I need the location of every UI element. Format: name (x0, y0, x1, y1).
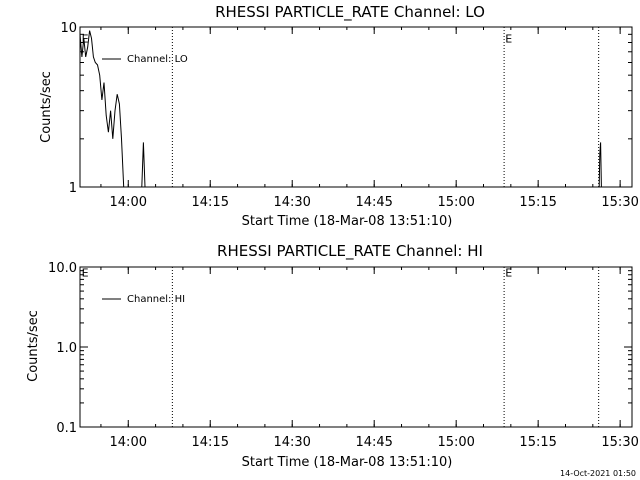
panel-lo-series-line (598, 142, 602, 188)
panel-lo-marker: E (82, 32, 89, 45)
panel-lo-ytick-label: 10 (60, 21, 77, 36)
panel-hi-legend-label: Channel: HI (127, 294, 185, 305)
panel-lo-title: RHESSI PARTICLE_RATE Channel: LO (215, 3, 485, 22)
panel-hi-xtick-label: 14:30 (273, 435, 310, 450)
panel-hi-ytick-label: 0.1 (56, 421, 77, 436)
panel-lo-series-line (141, 142, 147, 188)
panel-lo-xtick-label: 14:00 (110, 195, 147, 210)
panel-hi-marker: E (82, 267, 89, 280)
panel-lo-ytick-label: 1 (69, 181, 77, 196)
panel-hi-title: RHESSI PARTICLE_RATE Channel: HI (217, 242, 483, 261)
panel-lo-series-line (79, 30, 131, 188)
panel-lo-xtick-label: 15:15 (519, 195, 556, 210)
panel-hi-xtick-label: 14:15 (192, 435, 229, 450)
panel-lo-xtick-label: 14:45 (355, 195, 392, 210)
panel-hi-ytick-label: 1.0 (56, 341, 77, 356)
panel-lo-xtick-label: 14:15 (192, 195, 229, 210)
panel-hi-xtick-label: 15:00 (437, 435, 474, 450)
panel-hi-ytick-label: 10.0 (48, 261, 77, 276)
panel-lo-frame (79, 26, 633, 188)
footer-timestamp: 14-Oct-2021 01:50 (560, 469, 636, 478)
panel-hi: RHESSI PARTICLE_RATE Channel: HI Counts/… (26, 242, 639, 470)
panel-hi-xtick-label: 15:15 (519, 435, 556, 450)
panel-hi-ylabel: Counts/sec (26, 310, 41, 382)
panel-lo-xtick-label: 15:30 (601, 195, 638, 210)
panel-hi-marker: E (505, 267, 512, 280)
panel-lo-xtick-label: 15:00 (437, 195, 474, 210)
panel-lo-xtick-label: 14:30 (273, 195, 310, 210)
panel-lo-ylabel: Counts/sec (39, 71, 54, 143)
panel-hi-xtick-label: 14:45 (355, 435, 392, 450)
panel-lo: RHESSI PARTICLE_RATE Channel: LO Counts/… (39, 3, 639, 229)
panel-lo-xlabel: Start Time (18-Mar-08 13:51:10) (242, 214, 453, 229)
panel-lo-marker: E (505, 32, 512, 45)
panel-hi-xtick-label: 15:30 (601, 435, 638, 450)
panel-hi-xlabel: Start Time (18-Mar-08 13:51:10) (242, 455, 453, 470)
panel-hi-xtick-label: 14:00 (110, 435, 147, 450)
panel-lo-legend-label: Channel: LO (127, 54, 188, 65)
